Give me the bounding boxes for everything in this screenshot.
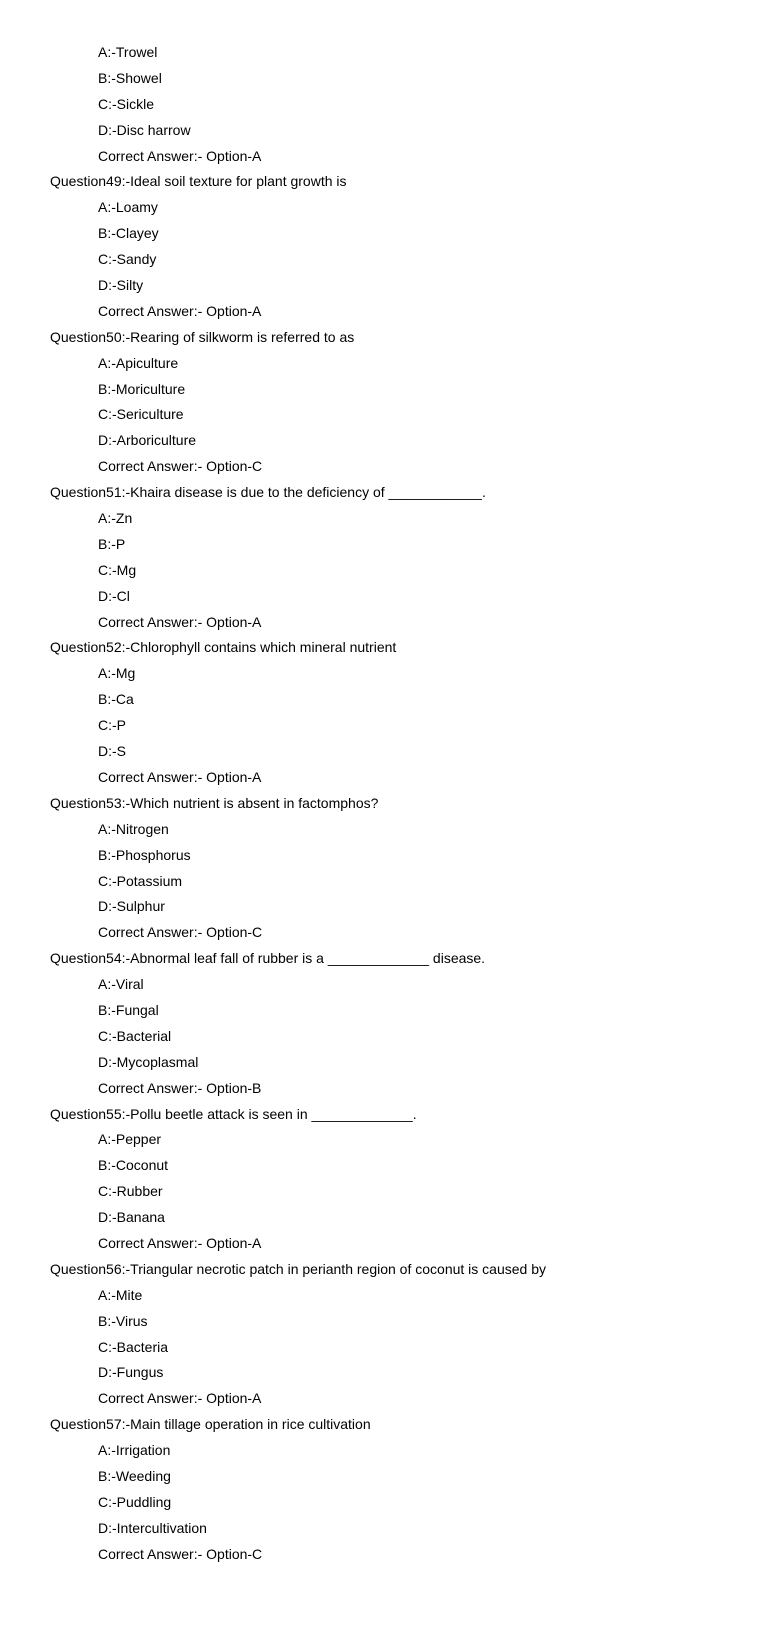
question-text: Question50:-Rearing of silkworm is refer… xyxy=(50,325,730,351)
answer-text: Correct Answer:- Option-A xyxy=(98,1386,730,1412)
answer-text: Correct Answer:- Option-A xyxy=(98,299,730,325)
option-text: B:-Coconut xyxy=(98,1153,730,1179)
option-text: D:-S xyxy=(98,739,730,765)
question-text: Question53:-Which nutrient is absent in … xyxy=(50,791,730,817)
option-text: A:-Trowel xyxy=(98,40,730,66)
option-text: D:-Fungus xyxy=(98,1360,730,1386)
option-text: C:-Mg xyxy=(98,558,730,584)
option-text: D:-Banana xyxy=(98,1205,730,1231)
option-text: D:-Mycoplasmal xyxy=(98,1050,730,1076)
option-text: B:-Showel xyxy=(98,66,730,92)
option-text: D:-Sulphur xyxy=(98,894,730,920)
question-text: Question49:-Ideal soil texture for plant… xyxy=(50,169,730,195)
question-text: Question51:-Khaira disease is due to the… xyxy=(50,480,730,506)
question-text: Question52:-Chlorophyll contains which m… xyxy=(50,635,730,661)
option-text: D:-Disc harrow xyxy=(98,118,730,144)
answer-text: Correct Answer:- Option-A xyxy=(98,765,730,791)
option-text: B:-P xyxy=(98,532,730,558)
option-text: C:-Potassium xyxy=(98,869,730,895)
option-text: D:-Cl xyxy=(98,584,730,610)
document-content: A:-Trowel B:-Showel C:-Sickle D:-Disc ha… xyxy=(50,40,730,1568)
option-text: A:-Apiculture xyxy=(98,351,730,377)
question-text: Question56:-Triangular necrotic patch in… xyxy=(50,1257,730,1283)
answer-text: Correct Answer:- Option-A xyxy=(98,1231,730,1257)
option-text: B:-Weeding xyxy=(98,1464,730,1490)
option-text: B:-Ca xyxy=(98,687,730,713)
option-text: B:-Moriculture xyxy=(98,377,730,403)
option-text: D:-Intercultivation xyxy=(98,1516,730,1542)
questions-container: Question49:-Ideal soil texture for plant… xyxy=(50,169,730,1567)
option-text: A:-Irrigation xyxy=(98,1438,730,1464)
question-text: Question54:-Abnormal leaf fall of rubber… xyxy=(50,946,730,972)
answer-text: Correct Answer:- Option-C xyxy=(98,1542,730,1568)
option-text: A:-Mite xyxy=(98,1283,730,1309)
answer-text: Correct Answer:- Option-A xyxy=(98,144,730,170)
option-text: C:-Puddling xyxy=(98,1490,730,1516)
option-text: C:-Rubber xyxy=(98,1179,730,1205)
option-text: B:-Virus xyxy=(98,1309,730,1335)
option-text: A:-Loamy xyxy=(98,195,730,221)
option-text: C:-Bacteria xyxy=(98,1335,730,1361)
option-text: D:-Silty xyxy=(98,273,730,299)
option-text: D:-Arboriculture xyxy=(98,428,730,454)
answer-text: Correct Answer:- Option-A xyxy=(98,610,730,636)
option-text: A:-Viral xyxy=(98,972,730,998)
answer-text: Correct Answer:- Option-B xyxy=(98,1076,730,1102)
option-text: C:-Sickle xyxy=(98,92,730,118)
option-text: C:-Sericulture xyxy=(98,402,730,428)
option-text: B:-Phosphorus xyxy=(98,843,730,869)
question-text: Question57:-Main tillage operation in ri… xyxy=(50,1412,730,1438)
answer-text: Correct Answer:- Option-C xyxy=(98,920,730,946)
option-text: C:-Sandy xyxy=(98,247,730,273)
answer-text: Correct Answer:- Option-C xyxy=(98,454,730,480)
option-text: C:-Bacterial xyxy=(98,1024,730,1050)
option-text: A:-Pepper xyxy=(98,1127,730,1153)
question-text: Question55:-Pollu beetle attack is seen … xyxy=(50,1102,730,1128)
option-text: B:-Clayey xyxy=(98,221,730,247)
option-text: B:-Fungal xyxy=(98,998,730,1024)
option-text: A:-Nitrogen xyxy=(98,817,730,843)
option-text: C:-P xyxy=(98,713,730,739)
option-text: A:-Mg xyxy=(98,661,730,687)
option-text: A:-Zn xyxy=(98,506,730,532)
